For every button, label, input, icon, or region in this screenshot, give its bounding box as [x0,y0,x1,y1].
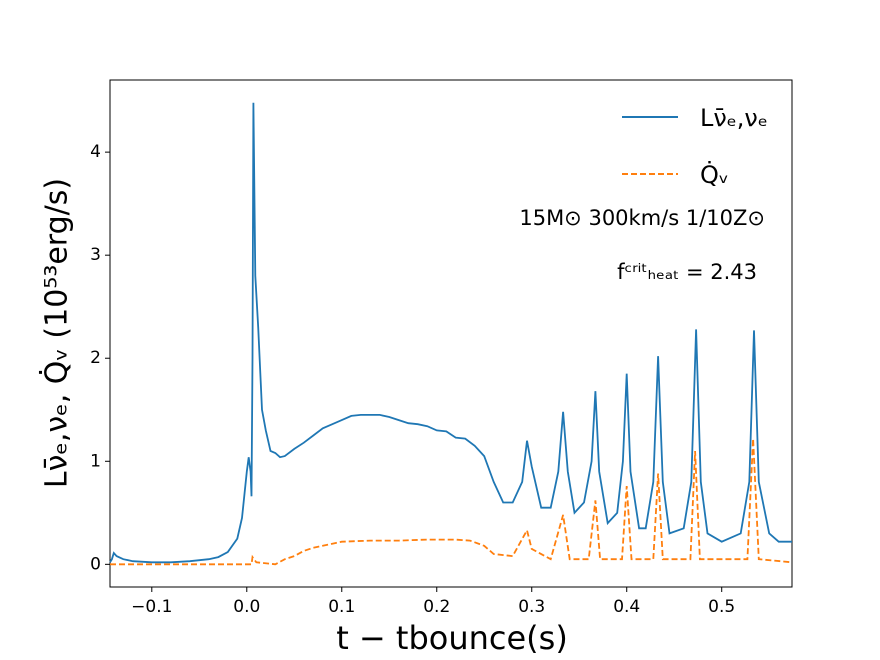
x-tick-label: 0.0 [233,597,260,617]
annotation: 15M⊙ 300km/s 1/10Z⊙ [519,206,765,230]
legend-label: Lν̄ₑ,νₑ [700,104,768,132]
legend-label: Q̇ᵥ [700,161,729,189]
y-tick-label: 3 [90,245,101,265]
x-tick-label: −0.1 [131,597,172,617]
x-tick-label: 0.4 [613,597,640,617]
y-tick-label: 2 [90,348,101,368]
x-tick-label: 0.1 [328,597,355,617]
x-axis-label: t − tbounce(s) [336,619,568,657]
annotation: fᶜʳⁱᵗₕₑₐₜ = 2.43 [617,260,757,284]
x-tick-label: 0.5 [708,597,735,617]
series-line [109,102,792,564]
y-tick-label: 4 [90,142,101,162]
y-tick-label: 0 [90,554,101,574]
series-line [110,438,793,566]
x-tick-label: 0.2 [423,597,450,617]
y-tick-label: 1 [90,451,101,471]
x-tick-label: 0.3 [518,597,545,617]
y-axis-label: Lν̄ₑ,νₑ, Q̇ᵥ (10⁵³erg/s) [39,178,74,488]
plot-frame [109,79,793,588]
